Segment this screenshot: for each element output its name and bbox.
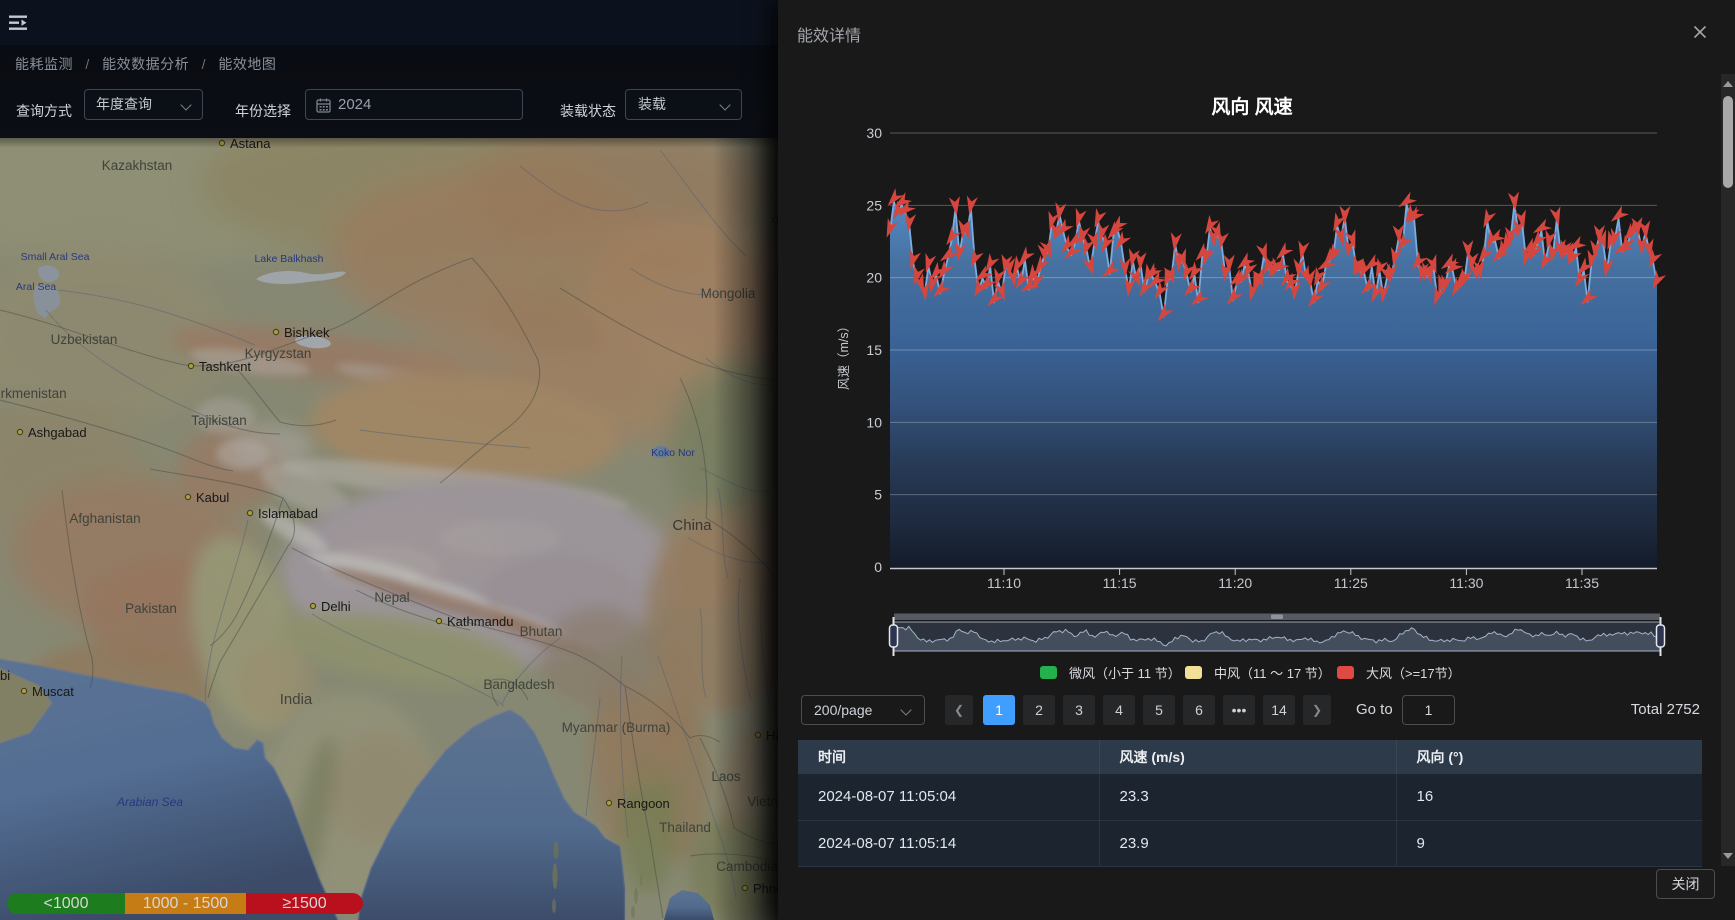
svg-text:Tashkent: Tashkent — [199, 359, 251, 374]
svg-text:Uzbekistan: Uzbekistan — [51, 332, 118, 347]
svg-text:11:10: 11:10 — [987, 575, 1021, 591]
svg-text:中风（11 ～ 17 节）: 中风（11 ～ 17 节） — [1214, 666, 1331, 681]
svg-text:大风（>=17节）: 大风（>=17节） — [1366, 666, 1461, 681]
svg-text:15: 15 — [866, 342, 882, 358]
svg-text:Arabian Sea: Arabian Sea — [116, 795, 183, 809]
svg-text:25: 25 — [866, 197, 882, 213]
svg-text:Ashgabad: Ashgabad — [28, 425, 87, 440]
svg-text:Nepal: Nepal — [374, 590, 409, 605]
svg-text:5: 5 — [874, 487, 882, 503]
svg-text:Afghanistan: Afghanistan — [69, 511, 140, 526]
svg-text:India: India — [280, 691, 313, 708]
svg-text:Turkmenistan: Turkmenistan — [0, 386, 67, 401]
svg-text:11:25: 11:25 — [1334, 575, 1368, 591]
svg-text:Pakistan: Pakistan — [125, 601, 177, 616]
svg-text:Bhutan: Bhutan — [520, 624, 563, 639]
svg-text:11:20: 11:20 — [1218, 575, 1252, 591]
svg-text:Kathmandu: Kathmandu — [447, 614, 514, 629]
svg-text:Muscat: Muscat — [32, 684, 74, 699]
svg-text:Small Aral Sea: Small Aral Sea — [21, 251, 90, 263]
svg-text:20: 20 — [866, 270, 882, 286]
svg-text:Delhi: Delhi — [321, 599, 351, 614]
svg-text:风向 风速: 风向 风速 — [1211, 95, 1292, 118]
svg-text:0: 0 — [874, 559, 882, 575]
svg-text:Thailand: Thailand — [659, 820, 711, 835]
svg-text:Kyrgyzstan: Kyrgyzstan — [245, 346, 312, 361]
svg-text:Aral Sea: Aral Sea — [16, 281, 56, 293]
svg-text:11:30: 11:30 — [1449, 575, 1483, 591]
svg-text:Myanmar (Burma): Myanmar (Burma) — [562, 720, 671, 735]
svg-text:30: 30 — [866, 125, 882, 141]
svg-text:微风（小于 11 节）: 微风（小于 11 节） — [1069, 666, 1181, 681]
svg-text:11:35: 11:35 — [1565, 575, 1599, 591]
svg-text:Islamabad: Islamabad — [258, 506, 318, 521]
svg-text:Bishkek: Bishkek — [284, 325, 330, 340]
svg-text:bi: bi — [0, 668, 10, 683]
svg-text:风速（m/s）: 风速（m/s） — [837, 320, 851, 390]
svg-text:Lake Balkhash: Lake Balkhash — [255, 253, 324, 265]
svg-text:10: 10 — [866, 414, 882, 430]
svg-text:Rangoon: Rangoon — [617, 796, 670, 811]
svg-text:Bangladesh: Bangladesh — [483, 677, 554, 692]
svg-text:Koko Nor: Koko Nor — [651, 447, 695, 459]
svg-text:Kazakhstan: Kazakhstan — [102, 158, 173, 173]
svg-text:China: China — [672, 517, 712, 534]
svg-text:11:15: 11:15 — [1103, 575, 1137, 591]
svg-text:Tajikistan: Tajikistan — [191, 413, 247, 428]
svg-text:Kabul: Kabul — [196, 490, 229, 505]
